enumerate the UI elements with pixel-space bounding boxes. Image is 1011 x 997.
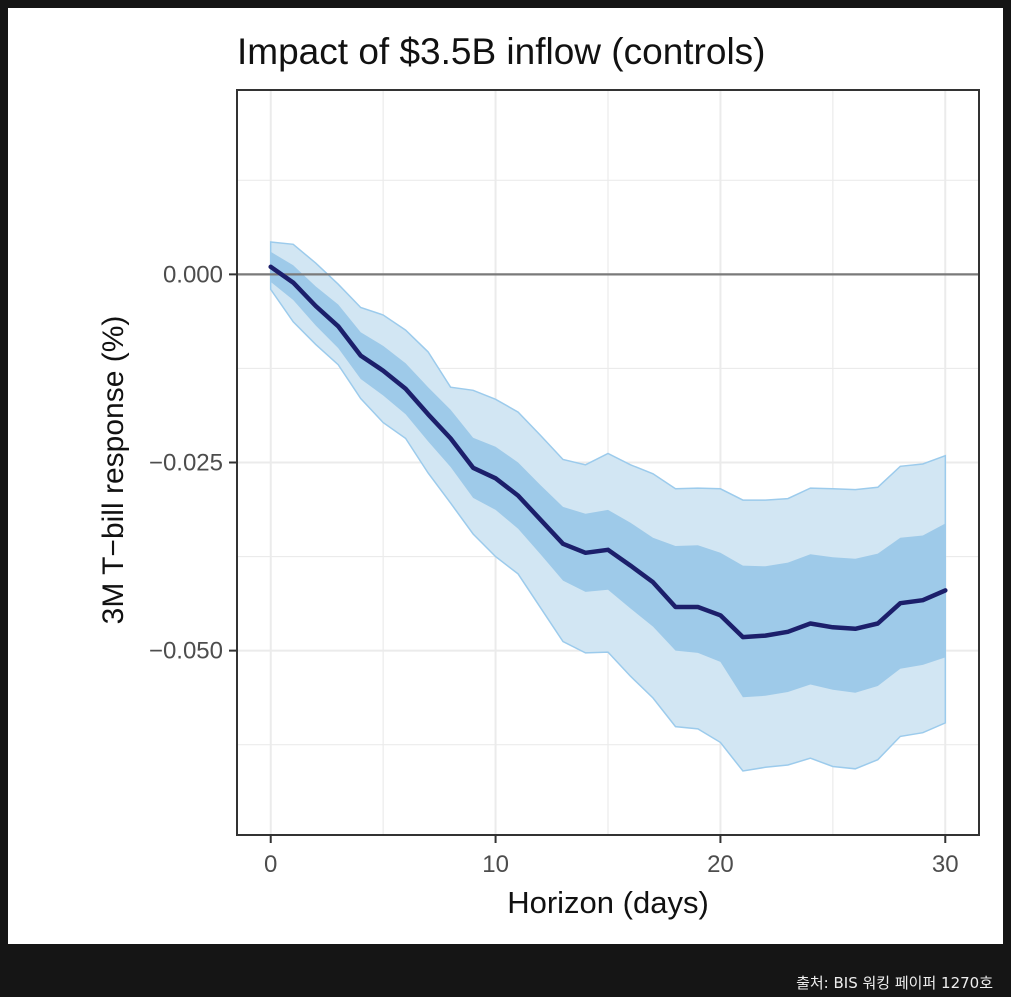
chart-panel: Impact of $3.5B inflow (controls) 0 10 20 3… (8, 8, 1003, 944)
y-tick-label: 0.000 (163, 261, 223, 288)
chart-svg: Impact of $3.5B inflow (controls) 0 10 20 3… (97, 31, 980, 920)
x-axis-label: Horizon (days) (507, 885, 709, 920)
plot-area: 0 10 20 30 0.000 −0.025 −0.050 (149, 89, 980, 878)
caption-bar: 출처: BIS 워킹 페이퍼 1270호 (0, 944, 1011, 997)
y-axis-label: 3M T−bill response (%) (97, 316, 130, 625)
response-line (268, 264, 948, 640)
x-tick-label: 30 (932, 851, 959, 878)
x-tick-label: 20 (707, 851, 734, 878)
chart-title: Impact of $3.5B inflow (controls) (237, 31, 766, 72)
source-caption: 출처: BIS 워킹 페이퍼 1270호 (796, 974, 993, 992)
y-tick-label: −0.050 (149, 638, 223, 665)
x-tick-label: 0 (264, 851, 277, 878)
y-tick-label: −0.025 (149, 450, 223, 477)
inner-confidence-band (270, 251, 946, 698)
x-tick-label: 10 (482, 851, 509, 878)
